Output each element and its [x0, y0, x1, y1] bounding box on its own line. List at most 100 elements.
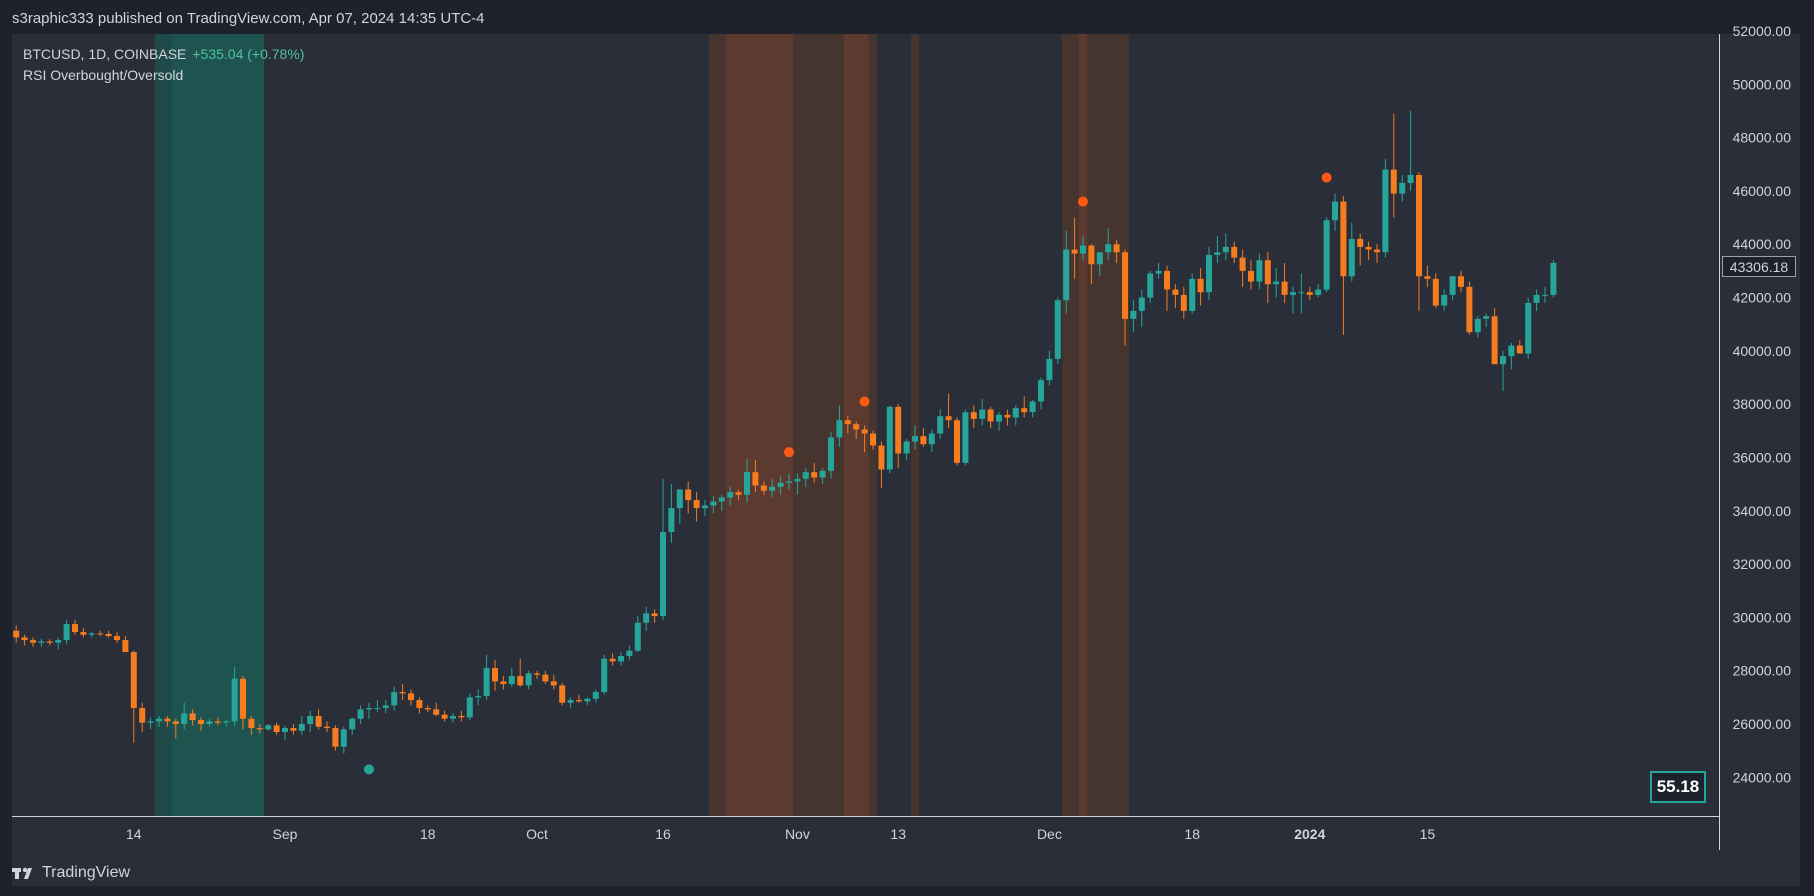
- candle-body: [786, 481, 792, 483]
- candle-body: [1172, 289, 1179, 295]
- candle-body: [1332, 201, 1338, 221]
- candle-body: [1004, 414, 1011, 418]
- candle-body: [156, 718, 162, 722]
- candle-body: [1306, 292, 1313, 295]
- candle-body: [1029, 401, 1036, 413]
- y-tick-label: 38000.00: [1733, 396, 1792, 412]
- y-tick-label: 36000.00: [1733, 449, 1792, 465]
- candle-body: [1206, 254, 1212, 293]
- candle-body: [1525, 302, 1532, 354]
- candle-body: [231, 678, 238, 722]
- candle-body: [618, 656, 624, 662]
- candle-body: [1012, 408, 1019, 418]
- y-tick-label: 52000.00: [1733, 23, 1792, 39]
- overbought_strong-zone: [726, 34, 794, 816]
- candle-body: [693, 500, 700, 509]
- candle-body: [550, 681, 557, 686]
- y-tick-label: 50000.00: [1733, 76, 1792, 92]
- footer-brand-text: TradingView: [42, 864, 131, 881]
- candle-body: [63, 624, 70, 641]
- candle-body: [1424, 276, 1431, 279]
- candle-body: [517, 676, 524, 686]
- candle-body: [164, 718, 171, 722]
- candle-body: [1197, 278, 1204, 293]
- candle-body: [1432, 278, 1439, 306]
- candle-body: [685, 489, 692, 501]
- candle-body: [315, 716, 322, 727]
- x-tick-label: 18: [420, 826, 436, 842]
- candle-body: [895, 406, 902, 454]
- y-axis[interactable]: 24000.00 26000.00 28000.00 30000.00 32000.00…: [1733, 23, 1792, 785]
- candle-body: [30, 640, 36, 643]
- candle-body: [870, 433, 876, 446]
- candle-body: [660, 532, 666, 617]
- candle-body: [853, 424, 860, 430]
- overbought-zone: [793, 34, 844, 816]
- candle-body: [399, 692, 406, 694]
- candle-body: [928, 433, 935, 445]
- rsi-value-box: 55.18: [1650, 771, 1706, 803]
- y-tick-label: 26000.00: [1733, 716, 1792, 732]
- candle-body: [424, 708, 431, 710]
- candle-body: [349, 718, 356, 730]
- candle-body: [248, 718, 255, 729]
- candle-body: [492, 668, 498, 682]
- candle-body: [1071, 249, 1078, 254]
- candle-body: [1239, 257, 1246, 271]
- candle-body: [1273, 281, 1280, 285]
- overbought-zone: [910, 34, 920, 816]
- candle-body: [970, 412, 977, 419]
- publish-text: s3raphic333 published on TradingView.com…: [12, 10, 485, 27]
- indicator-label[interactable]: RSI Overbought/Oversold: [23, 67, 184, 83]
- candle-body: [912, 436, 918, 442]
- candle-body: [72, 624, 78, 633]
- candle-body: [38, 641, 45, 643]
- candle-body: [1164, 270, 1170, 290]
- candle-body: [1474, 318, 1481, 333]
- candle-body: [324, 726, 330, 729]
- candle-body: [1365, 246, 1372, 250]
- candle-body: [181, 713, 188, 725]
- candle-body: [139, 708, 146, 723]
- candle-body: [1323, 220, 1330, 290]
- symbol-label[interactable]: BTCUSD, 1D, COINBASE: [23, 46, 187, 62]
- candle-body: [198, 720, 204, 725]
- candle-body: [416, 700, 423, 709]
- oversold-signal-dot: [364, 764, 374, 775]
- x-tick-label: 18: [1184, 826, 1200, 842]
- y-tick-label: 28000.00: [1733, 663, 1792, 679]
- y-tick-label: 44000.00: [1733, 236, 1792, 252]
- candle-body: [508, 676, 515, 685]
- candle-body: [1550, 262, 1557, 295]
- candle-body: [332, 728, 339, 747]
- candle-body: [1348, 238, 1355, 277]
- candle-body: [391, 692, 398, 706]
- x-axis[interactable]: 14 Sep 18 Oct 16 Nov 13 Dec 18 2024 15: [126, 826, 1435, 842]
- candle-body: [1357, 238, 1364, 247]
- candle-body: [46, 641, 53, 643]
- candle-body: [878, 445, 885, 470]
- footer-brand[interactable]: TradingView: [12, 864, 130, 882]
- x-tick-label: Dec: [1037, 826, 1062, 842]
- candle-body: [1147, 273, 1154, 298]
- y-tick-label: 32000.00: [1733, 556, 1792, 572]
- candle-body: [534, 673, 540, 675]
- candle-body: [1222, 246, 1229, 253]
- candle-body: [1096, 252, 1103, 265]
- candle-body: [1080, 245, 1086, 254]
- candle-body: [1155, 270, 1162, 274]
- candle-body: [1063, 249, 1070, 301]
- candle-body: [1264, 260, 1271, 285]
- candle-body: [1248, 270, 1254, 282]
- overbought-signal-dot: [1321, 172, 1332, 183]
- candle-body: [223, 721, 230, 723]
- candle-body: [382, 705, 389, 709]
- x-tick-label: 14: [126, 826, 142, 842]
- candle-body: [1189, 278, 1196, 311]
- candle-body: [576, 700, 582, 702]
- candle-body: [1491, 316, 1498, 365]
- candle-body: [130, 652, 137, 709]
- candle-body: [298, 724, 305, 731]
- candle-body: [1046, 358, 1053, 381]
